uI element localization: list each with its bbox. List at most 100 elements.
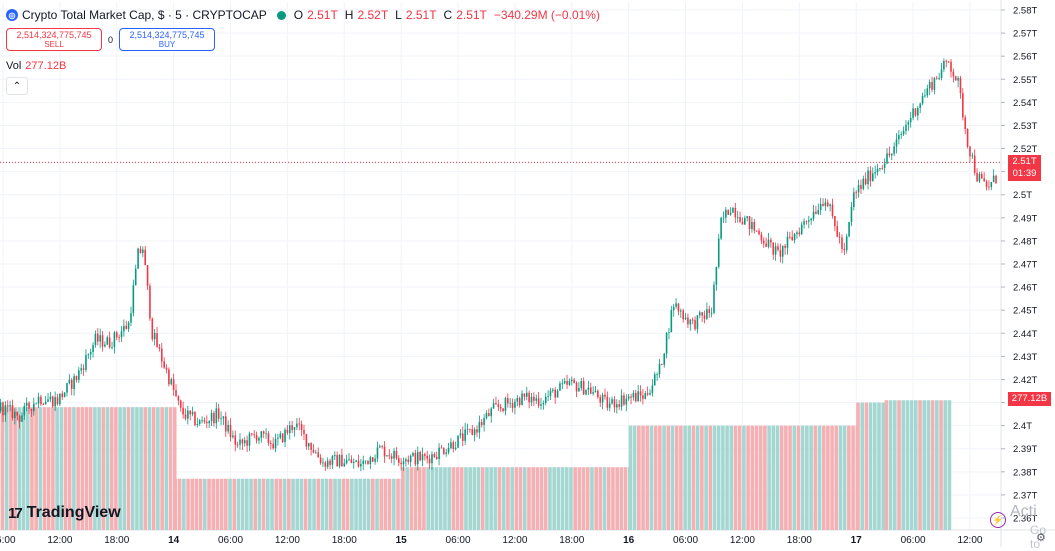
candle-body — [813, 212, 815, 219]
volume-bar — [199, 479, 203, 530]
volume-bar — [906, 400, 910, 530]
candle-body — [690, 320, 692, 325]
candle-body — [746, 216, 748, 218]
tradingview-logo-text: TradingView — [27, 504, 121, 522]
time-axis[interactable]: 06:0012:0018:001406:0012:0018:001506:001… — [0, 535, 983, 546]
low-value: 2.51T — [406, 8, 437, 22]
volume-bar — [843, 426, 847, 530]
candle-body — [415, 453, 417, 464]
volume-bar — [279, 479, 283, 530]
candle-body — [249, 433, 251, 445]
candle-body — [635, 393, 637, 401]
candle-body — [114, 332, 116, 347]
candle-body — [654, 374, 656, 385]
candle-body — [268, 433, 270, 443]
candle-body — [853, 192, 855, 207]
candle-body — [896, 139, 898, 146]
volume-bar — [232, 479, 236, 530]
candle-body — [396, 451, 398, 458]
candle-body — [469, 429, 471, 430]
collapse-legend-button[interactable]: ⌃ — [6, 77, 28, 95]
candle-body — [434, 454, 436, 457]
candle-body — [125, 326, 127, 329]
candle-body — [900, 134, 902, 135]
volume-bar — [152, 407, 156, 530]
candle-body — [50, 397, 52, 400]
volume-bar — [931, 400, 935, 530]
candle-body — [35, 404, 37, 405]
candle-body — [614, 399, 616, 407]
volume-bar — [431, 467, 435, 530]
candle-body — [14, 412, 16, 418]
candle-body — [329, 461, 331, 465]
candle-body — [789, 237, 791, 238]
candle-body — [972, 155, 974, 156]
time-tick-label: 12:00 — [275, 535, 300, 546]
sell-button[interactable]: 2,514,324,775,745 SELL — [6, 28, 102, 51]
buy-button[interactable]: 2,514,324,775,745 BUY — [119, 28, 215, 51]
candle-body — [275, 439, 277, 449]
candle-body — [180, 401, 182, 408]
volume-bar — [797, 426, 801, 530]
candle-body — [844, 249, 846, 250]
time-tick-label: 06:00 — [446, 535, 471, 546]
volume-bar — [452, 467, 456, 530]
tradingview-logo[interactable]: 17 TradingView — [8, 504, 121, 522]
volume-bar — [527, 467, 531, 530]
candle-body — [156, 333, 158, 347]
market-status-icon[interactable] — [277, 11, 286, 20]
candle-body — [701, 312, 703, 315]
lightning-icon[interactable]: ⚡ — [990, 512, 1006, 528]
candle-body — [208, 421, 210, 423]
volume-bar — [502, 467, 506, 530]
candle-body — [867, 171, 869, 185]
volume-bar — [881, 403, 885, 530]
candle-body — [806, 221, 808, 222]
candle-body — [829, 205, 831, 206]
candle-body — [583, 381, 585, 394]
volume-bar — [869, 403, 873, 530]
candle-body — [787, 237, 789, 248]
candle-body — [839, 237, 841, 238]
candle-body — [588, 387, 590, 389]
volume-bar — [830, 426, 834, 530]
candle-body — [616, 404, 618, 407]
candle-body — [637, 391, 639, 401]
volume-bar — [834, 426, 838, 530]
candle-body — [206, 422, 208, 423]
price-axis[interactable]: 2.58T2.57T2.56T2.55T2.54T2.53T2.52T2.51T… — [1001, 6, 1037, 525]
candle-body — [557, 391, 559, 398]
candle-body — [83, 368, 85, 370]
volume-bar — [565, 467, 569, 530]
candle-body — [476, 429, 478, 432]
candle-body — [836, 226, 838, 237]
volume-bar — [927, 400, 931, 530]
volume-bar — [237, 479, 241, 530]
candle-body — [104, 345, 106, 347]
high-value: 2.52T — [357, 8, 388, 22]
candle-body — [891, 154, 893, 156]
high-label: H — [345, 8, 354, 22]
volume-bar — [910, 400, 914, 530]
volume-bar — [578, 467, 582, 530]
candle-body — [775, 246, 777, 254]
chart-legend: ◎ Crypto Total Market Cap, $ · 5 · CRYPT… — [6, 8, 603, 22]
volume-bar — [561, 467, 565, 530]
volume-bar — [410, 467, 414, 530]
price-tick-label: 2.52T — [1013, 144, 1037, 155]
candle-body — [163, 361, 165, 367]
volume-bar — [228, 479, 232, 530]
symbol-title[interactable]: Crypto Total Market Cap, $ · 5 · CRYPTOC… — [22, 8, 267, 22]
candle-body — [751, 222, 753, 229]
candle-body — [841, 238, 843, 249]
volume-bar — [805, 426, 809, 530]
candle-body — [538, 398, 540, 405]
settings-icon[interactable]: ⚙ — [1036, 531, 1046, 544]
candle-body — [287, 430, 289, 433]
candle-body — [348, 459, 350, 460]
volume-bar — [418, 467, 422, 530]
candle-body — [699, 312, 701, 315]
candle-body — [562, 383, 564, 384]
time-tick-label: 12:00 — [502, 535, 527, 546]
